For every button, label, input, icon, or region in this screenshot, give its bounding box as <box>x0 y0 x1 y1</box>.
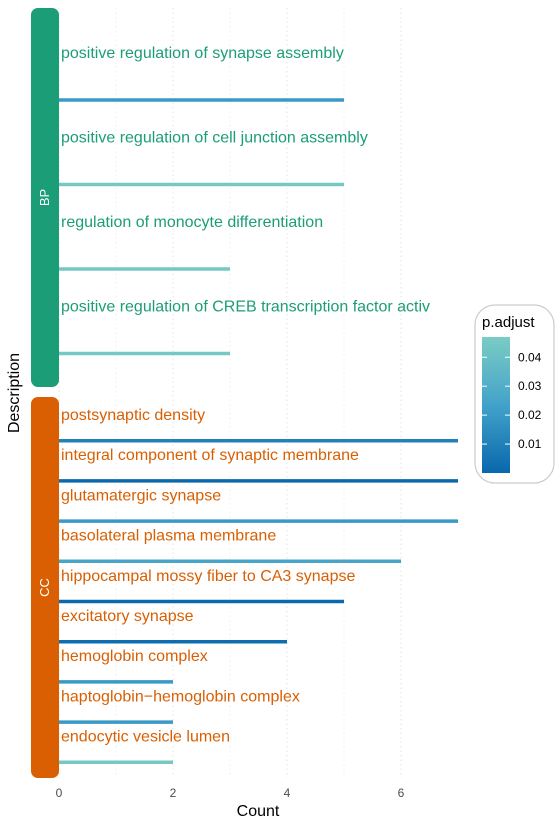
p-adjust-legend: p.adjust 0.01 0.02 0.03 0.04 <box>474 304 555 484</box>
legend-ticks: 0.01 0.02 0.03 0.04 <box>482 350 542 451</box>
term-label: basolateral plasma membrane <box>61 528 276 545</box>
term-label: haptoglobin−hemoglobin complex <box>61 688 300 705</box>
y-axis-title: Description <box>6 353 23 433</box>
term-label: positive regulation of cell junction ass… <box>61 130 368 147</box>
term-label: integral component of synaptic membrane <box>61 447 359 464</box>
legend-tick-label: 0.04 <box>518 350 542 364</box>
x-tick-label: 4 <box>284 786 291 800</box>
term-label: regulation of monocyte differentiation <box>61 214 323 231</box>
term-label: positive regulation of CREB transcriptio… <box>61 299 430 316</box>
term-label: hippocampal mossy fiber to CA3 synapse <box>61 568 355 585</box>
color-bar <box>482 337 510 473</box>
term-label: hemoglobin complex <box>61 648 208 665</box>
legend-tick-label: 0.02 <box>518 408 542 422</box>
x-axis-title: Count <box>237 803 280 820</box>
facet-strip-label: CC <box>37 578 52 597</box>
x-tick-label: 6 <box>398 786 405 800</box>
term-label: endocytic vesicle lumen <box>61 729 230 746</box>
x-axis: 0 2 4 6 <box>56 786 405 800</box>
facet-strip-cc <box>31 397 59 778</box>
legend-title: p.adjust <box>482 314 535 331</box>
term-labels: positive regulation of synapse assembly p… <box>61 45 430 746</box>
facet-strips: BP CC <box>31 8 59 778</box>
term-label: positive regulation of synapse assembly <box>61 45 344 62</box>
x-tick-label: 0 <box>56 786 63 800</box>
facet-strip-label: BP <box>37 189 52 206</box>
x-tick-label: 2 <box>170 786 177 800</box>
legend-tick-label: 0.03 <box>518 379 542 393</box>
bars <box>59 98 458 765</box>
term-label: postsynaptic density <box>61 407 205 424</box>
facet-strip-bp <box>31 8 59 387</box>
legend-tick-label: 0.01 <box>518 437 542 451</box>
term-label: glutamatergic synapse <box>61 487 221 504</box>
term-label: excitatory synapse <box>61 608 194 625</box>
